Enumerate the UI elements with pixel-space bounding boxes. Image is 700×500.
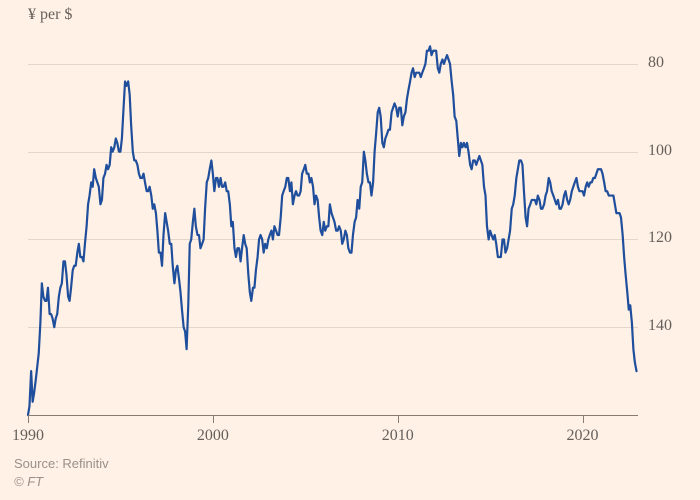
source-text: Source: Refinitiv xyxy=(14,456,109,471)
line-chart-svg xyxy=(0,0,700,500)
chart-container: ¥ per $ 80100120140 1990200020102020 Sou… xyxy=(0,0,700,500)
x-axis-baseline xyxy=(28,415,638,416)
copyright-text: © FT xyxy=(14,474,43,489)
